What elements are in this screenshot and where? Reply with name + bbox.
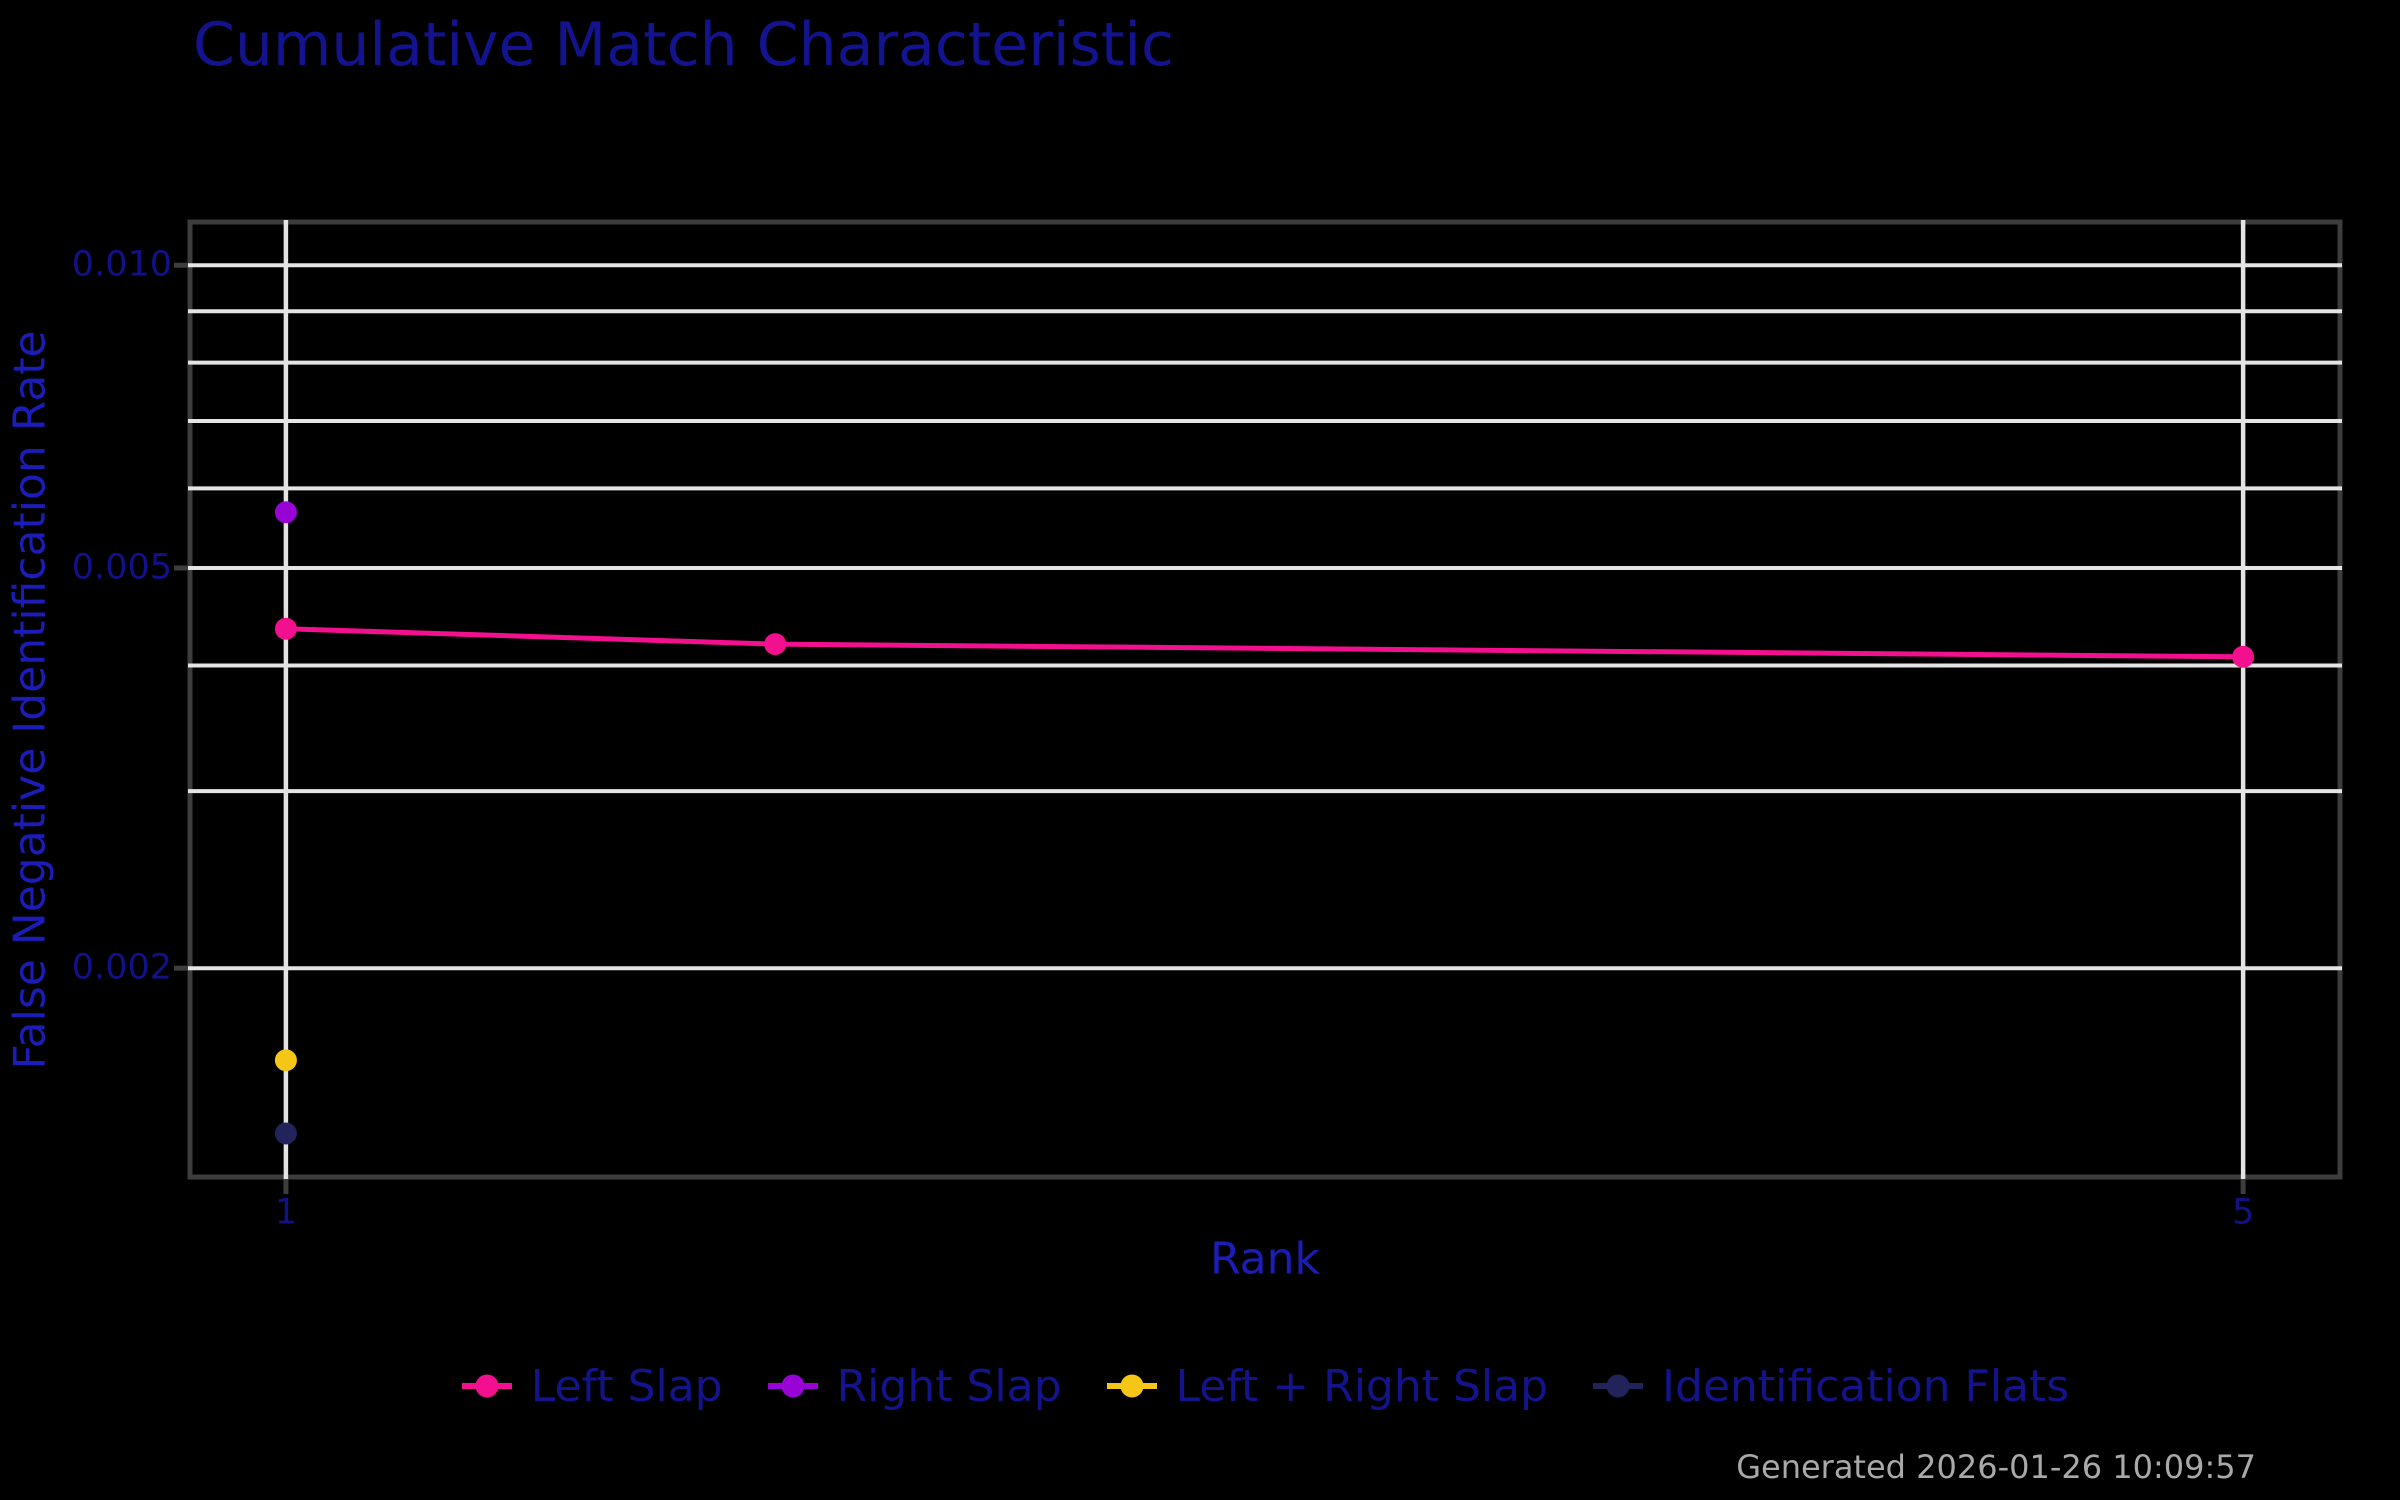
legend-label: Left + Right Slap [1175,1360,1549,1412]
series-right-slap-point [274,501,297,524]
series-left-slap-point [2232,645,2255,668]
y-tick-label: 0.005 [71,547,172,588]
series-left-slap-point [764,633,787,656]
legend-key-icon [1106,1374,1157,1398]
x-tick-label: 5 [2231,1192,2255,1233]
legend: Left Slap Right Slap Left + Right Slap Iden… [190,1348,2340,1424]
legend-label: Right Slap [836,1360,1062,1412]
series-identification-flats-point [274,1122,297,1145]
legend-label: Identification Flats [1662,1360,2070,1412]
x-axis-title: Rank [1210,1233,1320,1285]
legend-key-point [1120,1374,1144,1398]
series-left-right-slap-point [274,1049,297,1072]
legend-key-icon [767,1374,818,1398]
legend-item-identification-flats: Identification Flats [1592,1361,2069,1412]
y-tick-label: 0.002 [71,947,172,988]
plot-frame [187,219,2343,1180]
series-left-slap-line [285,626,2244,660]
legend-label: Left Slap [530,1360,723,1412]
legend-key-point [781,1374,805,1398]
y-tick-label: 0.010 [71,244,172,285]
legend-key-icon [461,1374,512,1398]
legend-item-left-right-slap: Left + Right Slap [1106,1360,1549,1412]
chart-title: Cumulative Match Characteristic [193,10,1175,80]
legend-key-point [475,1374,499,1398]
legend-item-left-slap: Left Slap [461,1361,723,1412]
generated-timestamp: Generated 2026-01-26 10:09:57 [1736,1448,2256,1486]
legend-key-point [1606,1374,1630,1398]
x-tick-label: 1 [274,1192,298,1233]
legend-key-icon [1593,1374,1644,1398]
series-left-slap-point [274,617,297,640]
legend-item-right-slap: Right Slap [767,1361,1062,1412]
